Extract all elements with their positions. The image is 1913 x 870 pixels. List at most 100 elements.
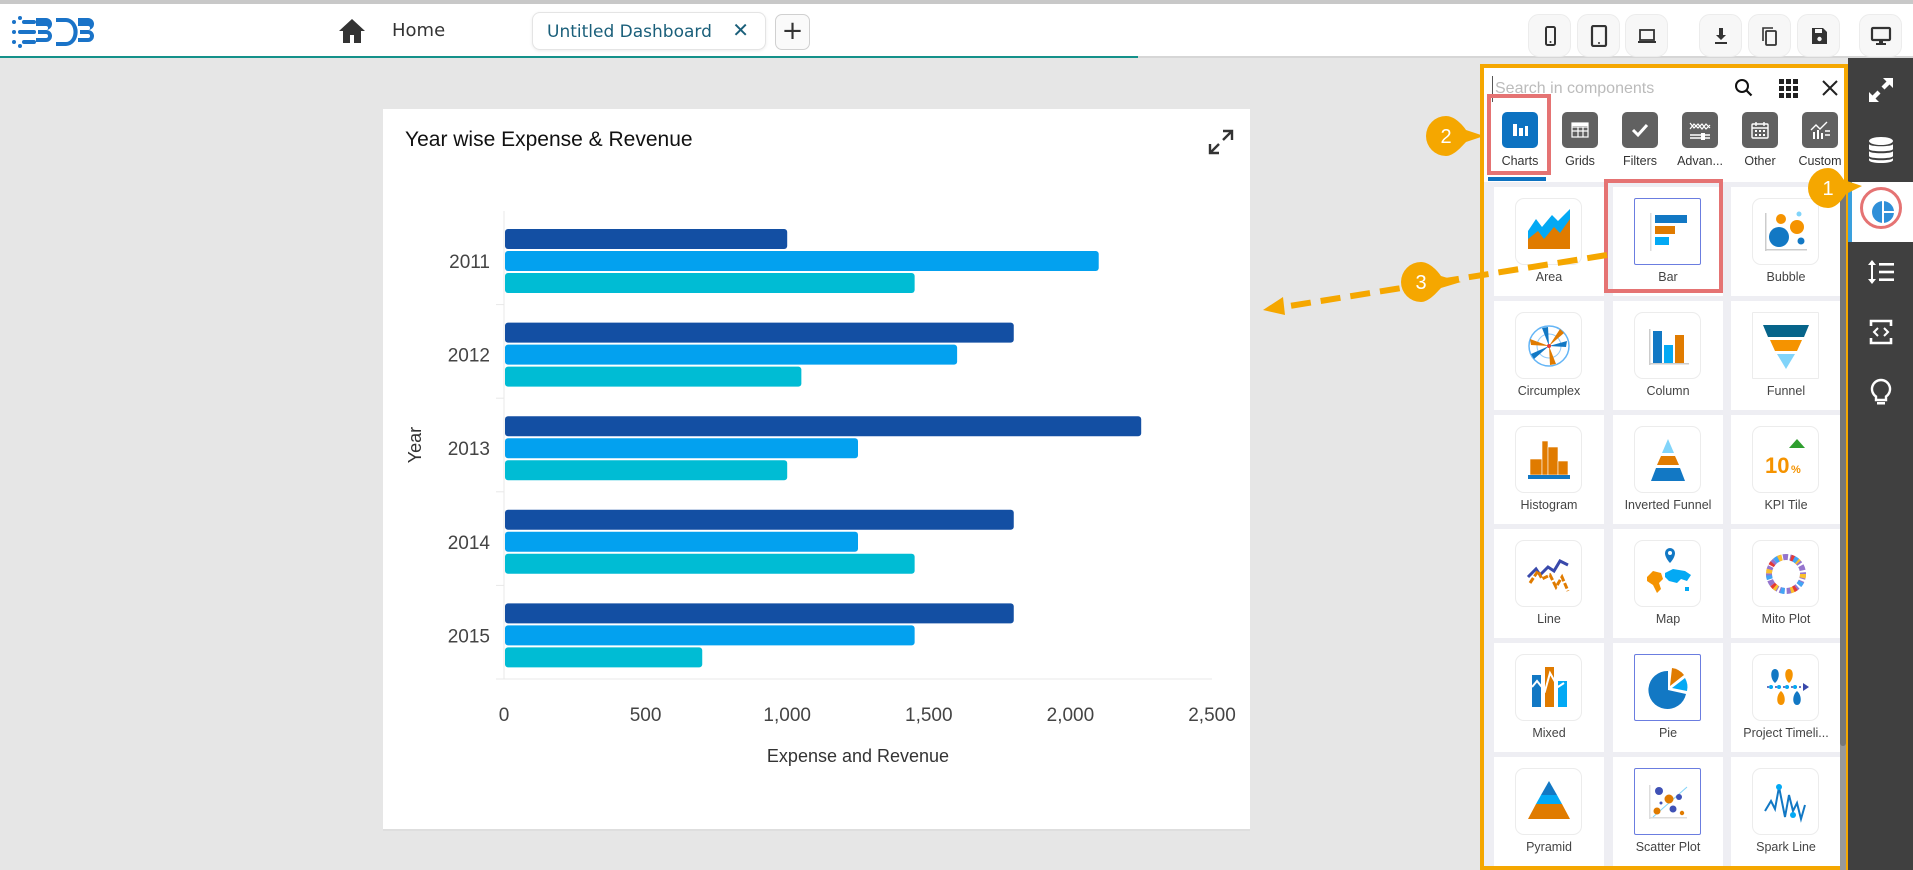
right-sidebar — [1848, 58, 1913, 870]
category-charts[interactable]: Charts — [1490, 112, 1550, 178]
download-icon — [1714, 27, 1727, 44]
grid-view-icon[interactable] — [1776, 76, 1800, 100]
component-inverted-funnel[interactable]: Inverted Funnel — [1613, 415, 1723, 524]
advanced-chart-icon — [1689, 122, 1711, 140]
charts-icon — [1513, 124, 1528, 136]
database-icon — [1868, 137, 1893, 163]
close-tab-icon[interactable]: ✕ — [732, 18, 749, 42]
components-pie-icon — [1871, 201, 1894, 223]
component-spark-line[interactable]: Spark Line — [1731, 757, 1841, 866]
mito-plot-icon — [1765, 553, 1806, 594]
component-funnel[interactable]: Funnel — [1731, 301, 1841, 410]
inverted-funnel-icon — [1650, 438, 1685, 481]
component-area[interactable]: Area — [1494, 187, 1604, 296]
component-scatter-plot[interactable]: Scatter Plot — [1613, 757, 1723, 866]
component-mixed[interactable]: Mixed — [1494, 643, 1604, 752]
project-timeline-icon — [1766, 668, 1809, 705]
category-custom[interactable]: Custom — [1790, 112, 1850, 178]
laptop-icon — [1637, 28, 1656, 43]
sidebar-item-fullscreen[interactable] — [1848, 60, 1913, 120]
category-filters[interactable]: Filters — [1610, 112, 1670, 178]
sidebar-item-scripts[interactable] — [1848, 302, 1913, 362]
category-other[interactable]: Other — [1730, 112, 1790, 178]
sidebar-item-insights[interactable] — [1848, 362, 1913, 422]
panel-scrollbar-thumb[interactable] — [1840, 186, 1846, 746]
search-icon[interactable] — [1732, 76, 1756, 100]
copy-button[interactable] — [1748, 14, 1791, 57]
component-map[interactable]: Map — [1613, 529, 1723, 638]
bar-2013-series-1 — [505, 416, 1142, 437]
home-icon[interactable] — [338, 18, 366, 44]
bar-2015-series-1 — [505, 603, 1014, 624]
category-label: Advan... — [1677, 154, 1723, 168]
sidebar-item-layout[interactable] — [1848, 242, 1913, 302]
component-pyramid[interactable]: Pyramid — [1494, 757, 1604, 866]
y-tick-label: 2012 — [448, 346, 490, 367]
component-label: Mixed — [1532, 726, 1566, 740]
histogram-chart-icon — [1527, 440, 1570, 479]
y-axis-title: Year — [405, 427, 425, 463]
expand-arrows-icon — [1868, 78, 1893, 102]
category-label: Other — [1744, 154, 1776, 168]
component-kpi-tile[interactable]: 10% KPI Tile — [1731, 415, 1841, 524]
component-line[interactable]: Line — [1494, 529, 1604, 638]
header-divider — [1138, 56, 1913, 58]
dashed-arrow-line — [1276, 252, 1608, 311]
bar-2014-series-3 — [505, 553, 915, 574]
category-label: Custom — [1798, 154, 1842, 168]
expand-widget-icon[interactable] — [1206, 127, 1236, 157]
step-badge-2: 2 — [1426, 116, 1484, 156]
component-bar[interactable]: Bar — [1613, 187, 1723, 296]
component-pie[interactable]: Pie — [1613, 643, 1723, 752]
chart-widget[interactable]: 2011 2012 2013 2014 2015 0 500 1,000 1,500 2,000 2… — [383, 109, 1250, 831]
component-project-timeline[interactable]: Project Timeli... — [1731, 643, 1841, 752]
component-label: Funnel — [1766, 384, 1806, 398]
home-link[interactable]: Home — [392, 20, 446, 41]
mixed-chart-icon — [1530, 666, 1567, 707]
tablet-view-button[interactable] — [1577, 14, 1620, 57]
search-components-input[interactable] — [1492, 76, 1707, 102]
component-circumplex[interactable]: Circumplex — [1494, 301, 1604, 410]
close-panel-icon[interactable] — [1818, 76, 1842, 100]
tablet-icon — [1590, 24, 1607, 47]
sidebar-item-data-connectors[interactable] — [1848, 120, 1913, 180]
component-mito-plot[interactable]: Mito Plot — [1731, 529, 1841, 638]
category-advanced[interactable]: Advan... — [1670, 112, 1730, 178]
component-label: Pie — [1658, 726, 1678, 740]
bar-2012-series-3 — [505, 366, 802, 387]
component-histogram[interactable]: Histogram — [1494, 415, 1604, 524]
line-chart-icon — [1526, 558, 1569, 592]
bar-2012-series-1 — [505, 322, 1014, 343]
component-bubble[interactable]: Bubble — [1731, 187, 1841, 296]
bar-2011-series-2 — [505, 251, 1099, 271]
tab-label: Untitled Dashboard — [547, 22, 712, 42]
component-label: Spark Line — [1756, 840, 1816, 854]
add-tab-button[interactable]: + — [775, 14, 810, 50]
laptop-view-button[interactable] — [1625, 14, 1668, 57]
x-tick-label: 0 — [499, 705, 510, 726]
bdb-logo[interactable] — [10, 12, 102, 52]
widget-title: Year wise Expense & Revenue — [405, 128, 693, 151]
category-label: Grids — [1565, 154, 1595, 168]
component-label: Line — [1537, 612, 1561, 626]
tab-untitled-dashboard[interactable]: Untitled Dashboard ✕ — [532, 12, 766, 50]
mobile-view-button[interactable] — [1528, 14, 1571, 57]
sidebar-item-components[interactable] — [1848, 182, 1913, 242]
calendar-icon — [1751, 122, 1769, 139]
category-grids[interactable]: Grids — [1550, 112, 1610, 178]
desktop-view-button[interactable] — [1859, 14, 1902, 57]
component-column[interactable]: Column — [1613, 301, 1723, 410]
x-axis-title: Expense and Revenue — [767, 746, 949, 766]
download-button[interactable] — [1699, 14, 1742, 57]
bar-chart: 2011 2012 2013 2014 2015 0 500 1,000 1,500 2,000 2… — [405, 211, 1236, 766]
bar-2014-series-2 — [505, 531, 858, 552]
component-label: Column — [1646, 384, 1690, 398]
component-label: Bubble — [1766, 270, 1806, 284]
line-spacing-icon — [1867, 260, 1894, 284]
custom-chart-icon — [1810, 121, 1830, 139]
lightbulb-icon — [1870, 378, 1891, 405]
bar-2011-series-1 — [505, 229, 788, 249]
component-label: Pyramid — [1526, 840, 1572, 854]
save-button[interactable] — [1797, 14, 1840, 57]
